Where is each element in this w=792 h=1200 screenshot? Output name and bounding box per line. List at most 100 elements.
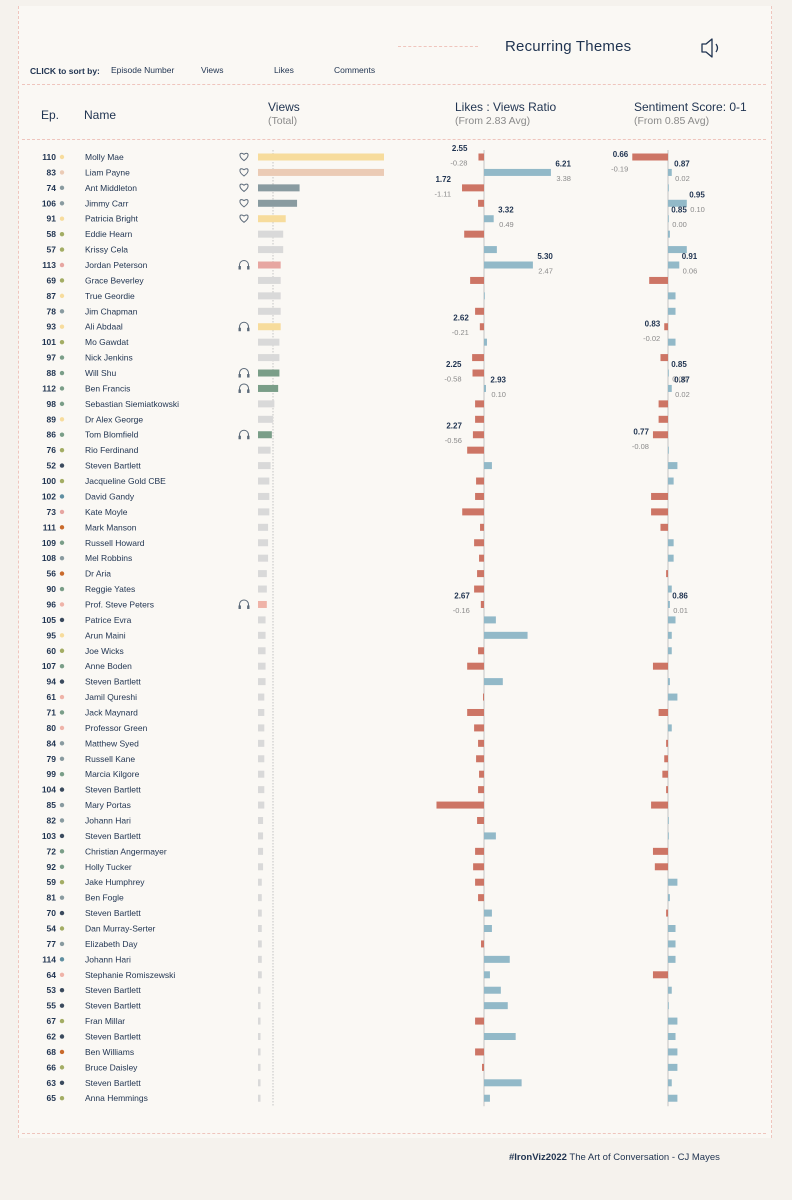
guest-name: Mel Robbins	[85, 553, 132, 563]
sentiment-bar	[668, 816, 669, 824]
headphones-icon[interactable]	[238, 599, 250, 609]
ratio-bar	[484, 1033, 516, 1041]
episode-dot	[59, 1096, 65, 1101]
headphones-icon[interactable]	[238, 429, 250, 440]
sentiment-value-label: 0.86	[672, 591, 688, 600]
episode-dot	[59, 525, 65, 530]
sentiment-bar	[651, 508, 668, 516]
views-bar	[258, 508, 270, 516]
views-bar	[258, 307, 281, 315]
views-bar	[258, 1002, 261, 1010]
sentiment-bar	[652, 971, 668, 979]
views-bar	[258, 955, 262, 963]
episode-dot	[59, 571, 65, 576]
sort-comments-button[interactable]: Comments	[334, 65, 376, 75]
episode-dot	[59, 386, 65, 391]
headphones-icon[interactable]	[238, 383, 250, 393]
sentiment-bar	[666, 909, 668, 917]
guest-name: Elizabeth Day	[85, 939, 138, 949]
ratio-bar	[475, 847, 484, 855]
episode-number: 78	[47, 306, 57, 316]
headphones-icon[interactable]	[238, 260, 250, 270]
sort-views-button[interactable]: Views	[201, 65, 224, 75]
sentiment-bar	[632, 153, 668, 161]
sentiment-bar	[668, 246, 687, 254]
views-bar	[258, 631, 266, 639]
views-bar	[258, 338, 280, 346]
sentiment-bar	[668, 724, 672, 732]
guest-name: Jordan Peterson	[85, 260, 148, 270]
episode-dot	[59, 895, 65, 900]
heart-icon[interactable]	[239, 214, 249, 223]
speaker-icon[interactable]	[698, 35, 724, 61]
ratio-bar	[472, 354, 484, 362]
episode-number: 52	[47, 461, 57, 471]
sentiment-bar	[668, 925, 676, 932]
ratio-bar	[484, 955, 510, 963]
ratio-bar	[484, 678, 503, 686]
episode-dot	[59, 1065, 65, 1070]
guest-name: Patricia Bright	[85, 214, 139, 224]
views-bar	[258, 230, 284, 238]
views-bar	[258, 940, 262, 948]
guest-name: Steven Bartlett	[85, 1001, 141, 1011]
guest-name: Ant Middleton	[85, 183, 137, 193]
ratio-bar	[484, 909, 492, 917]
episode-number: 54	[47, 924, 57, 934]
sentiment-bar	[664, 323, 668, 331]
episode-number: 113	[42, 260, 56, 270]
guest-name: Jake Humphrey	[85, 877, 145, 887]
sentiment-diff-label: 0.02	[675, 174, 690, 183]
headphones-icon[interactable]	[238, 321, 250, 332]
episode-dot	[59, 957, 65, 962]
ratio-diff-label: -0.58	[444, 375, 461, 384]
episode-number: 53	[47, 985, 57, 995]
episode-dot	[59, 648, 65, 653]
sort-episode-number-button[interactable]: Episode Number	[111, 65, 175, 75]
sentiment-bar	[668, 369, 669, 377]
guest-name: Ali Abdaal	[85, 322, 123, 332]
ratio-value-label: 2.93	[490, 375, 506, 384]
views-bar	[258, 539, 269, 547]
episode-number: 72	[47, 846, 57, 856]
episode-number: 58	[47, 229, 57, 239]
episode-dot	[59, 617, 65, 623]
ratio-diff-label: 2.47	[538, 267, 553, 276]
sort-likes-button[interactable]: Likes	[274, 65, 294, 75]
sentiment-bar	[668, 832, 669, 840]
views-bar	[258, 755, 265, 763]
views-bar	[258, 616, 266, 624]
episode-dot	[59, 586, 65, 592]
views-bar	[258, 724, 265, 732]
episode-dot	[59, 324, 65, 329]
ratio-bar	[473, 863, 484, 871]
headphones-icon[interactable]	[238, 368, 250, 378]
ratio-bar	[475, 415, 484, 423]
ratio-bar	[482, 1063, 484, 1071]
episode-dot	[59, 339, 65, 345]
guest-name: Sebastian Siemiatkowski	[85, 399, 179, 409]
heart-icon[interactable]	[239, 199, 249, 208]
guest-name: Russell Howard	[85, 538, 145, 548]
heart-icon[interactable]	[239, 152, 249, 162]
sentiment-value-label: 0.85	[671, 360, 687, 369]
episode-dot	[59, 710, 65, 715]
episode-dot	[59, 494, 65, 499]
heart-icon[interactable]	[239, 183, 249, 193]
ratio-bar	[480, 600, 484, 608]
heart-icon[interactable]	[239, 168, 249, 177]
guest-name: Steven Bartlett	[85, 1078, 141, 1088]
ratio-bar	[478, 647, 484, 655]
sentiment-bar	[651, 801, 668, 809]
sentiment-bar	[649, 276, 668, 284]
ratio-diff-label: 0.49	[499, 220, 514, 229]
ratio-bar	[484, 246, 497, 254]
views-bar	[258, 462, 271, 470]
episode-dot	[59, 478, 65, 484]
sentiment-bar	[652, 662, 668, 670]
ratio-value-label: 1.72	[435, 175, 451, 184]
sentiment-bar	[668, 878, 678, 886]
sentiment-bar	[668, 894, 670, 902]
episode-dot	[59, 741, 65, 746]
ratio-diff-label: -1.11	[434, 189, 451, 198]
